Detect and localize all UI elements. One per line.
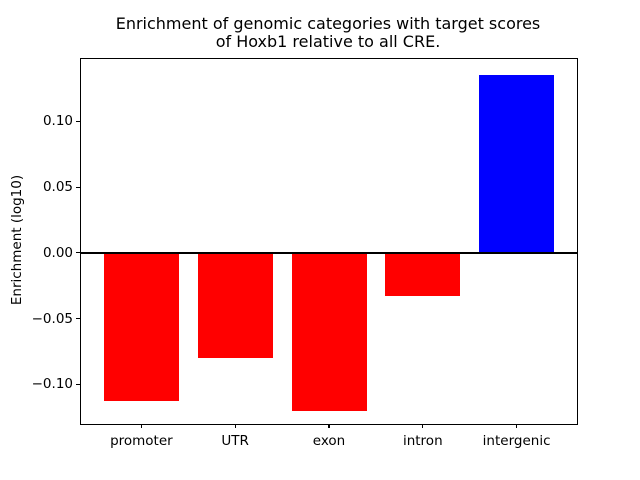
bar-intron [385, 252, 461, 297]
plot-area: promoter UTR exon intron intergenic 0.10 0.05 0… [32, 58, 578, 449]
y-tick-label: 0.00 [42, 244, 73, 261]
y-tick-mark [76, 186, 80, 188]
x-tick-label-intron: intron [402, 433, 443, 449]
zero-baseline [81, 251, 577, 254]
y-tick-label: −0.10 [31, 376, 73, 393]
x-tick-mark [516, 424, 518, 428]
chart-title-line-1: Enrichment of genomic categories with ta… [115, 14, 541, 33]
x-tick-label-intergenic: intergenic [482, 433, 551, 449]
bar-UTR [197, 252, 273, 358]
y-tick-mark [76, 383, 80, 385]
bar-promoter [103, 252, 179, 402]
bar-exon [291, 252, 367, 411]
y-tick-mark [76, 317, 80, 320]
y-tick-label: 0.05 [42, 179, 73, 196]
y-tick-label: 0.10 [42, 113, 73, 130]
chart-title: Enrichment of genomic categories with ta… [80, 15, 576, 51]
y-tick-mark [76, 252, 80, 254]
x-tick-label-promoter: promoter [110, 433, 173, 449]
bar-intergenic [479, 75, 555, 253]
x-tick-label-exon: exon [312, 433, 346, 449]
x-tick-label-UTR: UTR [221, 433, 249, 449]
x-tick-mark [328, 424, 330, 428]
y-tick-label: −0.05 [31, 310, 73, 327]
x-tick-mark [140, 424, 142, 428]
x-tick-mark [234, 424, 236, 428]
chart-title-line-2: of Hoxb1 relative to all CRE. [215, 32, 441, 51]
y-tick-mark [76, 120, 80, 122]
x-tick-mark [422, 424, 424, 428]
